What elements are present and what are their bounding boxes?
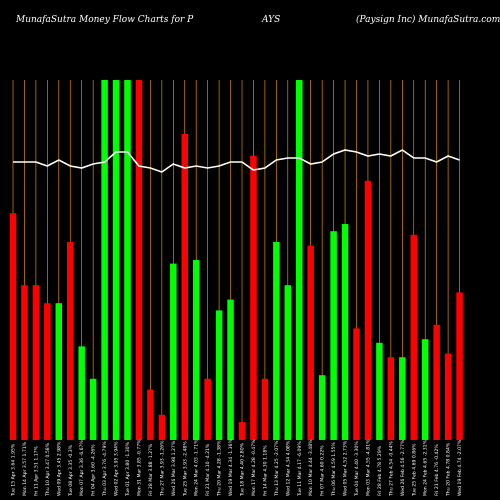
money-flow-bar: [341, 224, 349, 440]
chart-header: MunafaSutra Money Flow Charts for P AYS …: [15, 14, 500, 25]
x-tick-label: Tue 18 Mar 4.40 2.80%: [240, 442, 246, 497]
money-flow-bar: [67, 242, 74, 440]
price-line-layer: [13, 149, 460, 173]
money-flow-bar: [284, 285, 292, 440]
x-tick-label: Wed 19 Mar 4.34 -1.36%: [228, 439, 234, 496]
x-tick-label: Mon 14 Apr 3.57 1.71%: [22, 441, 28, 496]
x-tick-label: Mon 17 Mar 4.28 -0.47%: [251, 439, 257, 496]
money-flow-bar: [273, 242, 280, 440]
money-flow-bar: [55, 303, 63, 440]
money-flow-bar: [181, 134, 188, 440]
x-tick-label: Wed 09 Apr 3.45 2.98%: [56, 441, 62, 496]
money-flow-bar: [410, 234, 417, 440]
x-tick-label: Tue 01 Apr 3.80 -1.30%: [125, 441, 131, 497]
money-flow-bar: [307, 245, 314, 440]
x-tick-label: Mon 24 Feb 4.65 -2.31%: [423, 439, 429, 496]
x-tick-label: Thu 20 Mar 4.28 -1.38%: [217, 440, 223, 497]
money-flow-bar: [192, 260, 200, 440]
x-tick-label: Mon 07 Apr 3.36 -6.67%: [79, 440, 85, 496]
money-flow-bar: [353, 328, 360, 440]
x-tick-label: Fri 14 Mar 4.30 1.18%: [262, 445, 268, 496]
chart-title-right: (Paysign Inc) MunafaSutra.com: [356, 14, 500, 25]
x-tick-label: Wed 19 Feb 4.74 -2.07%: [457, 439, 463, 496]
x-tick-label: Fri 04 Apr 3.60 -4.26%: [91, 444, 97, 496]
x-tick-label: Wed 12 Mar 4.34 4.08%: [285, 440, 291, 496]
x-axis-labels: Tue 15 Apr 3.64 1.95% Mon 14 Apr 3.57 1.7…: [11, 439, 464, 497]
x-tick-label: Thu 10 Apr 3.47 0.58%: [45, 442, 51, 497]
x-tick-label: Fri 07 Mar 4.60 0.22%: [320, 445, 326, 496]
money-flow-bar: [330, 231, 337, 440]
money-flow-bar: [124, 80, 131, 440]
money-flow-bar: [261, 378, 269, 440]
money-flow-bar: [238, 422, 246, 440]
money-flow-bar: [101, 80, 108, 440]
x-tick-label: Thu 20 Feb 4.78 0.84%: [446, 442, 452, 497]
x-tick-label: Tue 08 Apr 3.35 -0.3%: [68, 444, 74, 497]
x-tick-label: Mon 31 Mar 3.85 -0.77%: [136, 439, 142, 496]
money-flow-bar: [227, 299, 234, 440]
money-flow-bar: [376, 342, 383, 440]
x-tick-label: Wed 26 Feb 4.56 -2.77%: [400, 439, 406, 496]
money-flow-bar: [296, 80, 303, 440]
money-flow-bar: [112, 80, 120, 440]
chart-title-left: MunafaSutra Money Flow Charts for P: [15, 15, 194, 25]
x-tick-label: Wed 05 Mar 4.52 2.73%: [343, 440, 349, 496]
x-tick-label: Thu 06 Mar 4.59 1.55%: [331, 442, 337, 497]
money-flow-bar: [170, 263, 177, 440]
x-tick-label: Thu 27 Feb 4.54 -0.44%: [388, 440, 394, 497]
money-flow-bar: [364, 180, 372, 441]
money-flow-bar: [421, 339, 429, 440]
money-flow-bar: [215, 310, 223, 440]
money-flow-bar: [387, 357, 395, 440]
x-tick-label: Wed 02 Apr 3.95 3.94%: [114, 441, 120, 496]
x-tick-label: Mon 10 Mar 4.44 -3.48%: [308, 439, 314, 496]
x-tick-label: Mon 03 Mar 4.55 -4.81%: [365, 439, 371, 496]
money-flow-bars: [9, 80, 463, 441]
x-tick-label: Tue 25 Mar 3.93 -2.48%: [182, 441, 188, 497]
money-flow-bar: [399, 357, 406, 440]
money-flow-bar: [89, 378, 97, 440]
money-flow-bar: [78, 346, 85, 440]
chart-title-ticker: AYS: [261, 15, 280, 25]
money-flow-bar: [433, 324, 440, 440]
money-flow-bar: [204, 378, 211, 440]
x-tick-label: Thu 03 Apr 3.76 -4.79%: [102, 441, 108, 497]
x-tick-label: Fri 28 Feb 4.78 5.29%: [377, 445, 383, 496]
x-tick-label: Fri 28 Mar 3.88 -1.27%: [148, 443, 154, 496]
x-tick-label: Mon 24 Mar 4.03 -1.71%: [194, 439, 200, 496]
money-flow-bar: [318, 375, 326, 440]
money-flow-bar: [44, 303, 51, 440]
x-tick-label: Thu 27 Mar 3.93 -1.26%: [159, 440, 165, 497]
x-tick-label: Fri 21 Mar 4.10 -4.21%: [205, 443, 211, 496]
x-tick-label: Tue 04 Mar 4.40 -3.30%: [354, 441, 360, 497]
money-flow-bar: [9, 213, 17, 440]
money-flow-bar: [250, 155, 257, 440]
money-flow-bar: [135, 80, 143, 440]
money-flow-bar: [147, 389, 154, 440]
price-line: [13, 149, 460, 173]
money-flow-bar: [21, 285, 28, 440]
x-tick-label: Tue 15 Apr 3.64 1.95%: [11, 443, 17, 497]
x-tick-label: Tue 11 Mar 4.17 -6.09%: [297, 441, 303, 497]
x-tick-label: Fri 11 Apr 3.51 1.17%: [33, 445, 39, 496]
money-flow-bar: [32, 285, 40, 440]
x-tick-label: Fri 21 Feb 4.76 -0.42%: [434, 444, 440, 496]
money-flow-bar: [158, 414, 166, 440]
x-tick-label: Thu 13 Mar 4.25 -2.07%: [274, 440, 280, 497]
x-tick-label: Wed 26 Mar 3.98 1.27%: [171, 440, 177, 496]
x-tick-label: Tue 25 Feb 4.69 0.86%: [411, 443, 417, 497]
money-flow-bar: [456, 292, 463, 440]
money-flow-bar: [444, 353, 452, 440]
